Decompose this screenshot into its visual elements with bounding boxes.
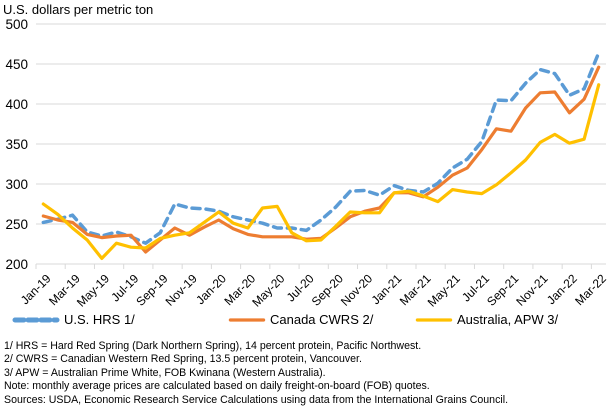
footnote-method: Note: monthly average prices are calcula… [4,380,430,393]
gridlines [36,23,606,225]
footnote-sources: Sources: USDA, Economic Research Service… [4,393,509,406]
y-tick-label: 250 [5,217,28,232]
x-tick-label: Sep-21 [484,271,521,308]
y-tick-label: 350 [5,137,28,152]
legend: U.S. HRS 1/ Canada CWRS 2/ Australia, AP… [0,312,612,330]
x-tick-label: Sep-19 [133,271,170,308]
y-tick-label: 200 [5,257,28,272]
x-tick-label: Nov-21 [513,271,550,308]
x-tick-label: Sep-20 [309,271,346,308]
legend-label-australia-apw: Australia, APW 3/ [457,312,559,327]
x-tick-label: Nov-19 [163,271,200,308]
x-tick-label: May-19 [74,271,112,309]
legend-swatch-canada-cwrs [228,317,266,322]
legend-item-canada-cwrs: Canada CWRS 2/ [228,312,373,327]
legend-label-us-hrs: U.S. HRS 1/ [64,312,135,327]
y-tick-label: 500 [5,17,28,32]
legend-swatch-us-hrs [12,317,60,322]
series-line-u-s-hrs-1 [41,51,601,245]
y-axis-ticks: 200 250 300 350 400 450 500 [5,17,28,272]
y-tick-label: 300 [5,177,28,192]
footnote-hrs: 1/ HRS = Hard Red Spring (Dark Northern … [4,340,422,352]
legend-item-us-hrs: U.S. HRS 1/ [12,312,135,327]
line-chart: 200 250 300 350 400 450 500 Jan-19Mar-19May-19… [5,17,609,310]
series-line-australia-apw-3 [41,83,601,260]
footnotes: 1/ HRS = Hard Red Spring (Dark Northern … [4,340,508,407]
legend-swatch-australia-apw [415,317,453,322]
y-axis-unit-label: U.S. dollars per metric ton [3,2,154,17]
x-tick-label: Nov-20 [338,271,375,308]
x-tick-label: May-20 [249,271,287,309]
legend-item-australia-apw: Australia, APW 3/ [415,312,558,327]
legend-label-canada-cwrs: Canada CWRS 2/ [270,312,374,327]
x-tick-label: May-21 [425,271,463,309]
footnote-apw: 3/ APW = Australian Prime White, FOB Kwi… [4,366,326,379]
y-tick-label: 450 [5,57,28,72]
series-lines [41,51,601,260]
x-tick-label: Mar-22 [572,271,609,308]
y-tick-label: 400 [5,97,28,112]
x-axis: Jan-19Mar-19May-19Jul-19Sep-19Nov-19Jan-… [18,263,609,310]
footnote-cwrs: 2/ CWRS = Canadian Western Red Spring, 1… [4,353,362,366]
